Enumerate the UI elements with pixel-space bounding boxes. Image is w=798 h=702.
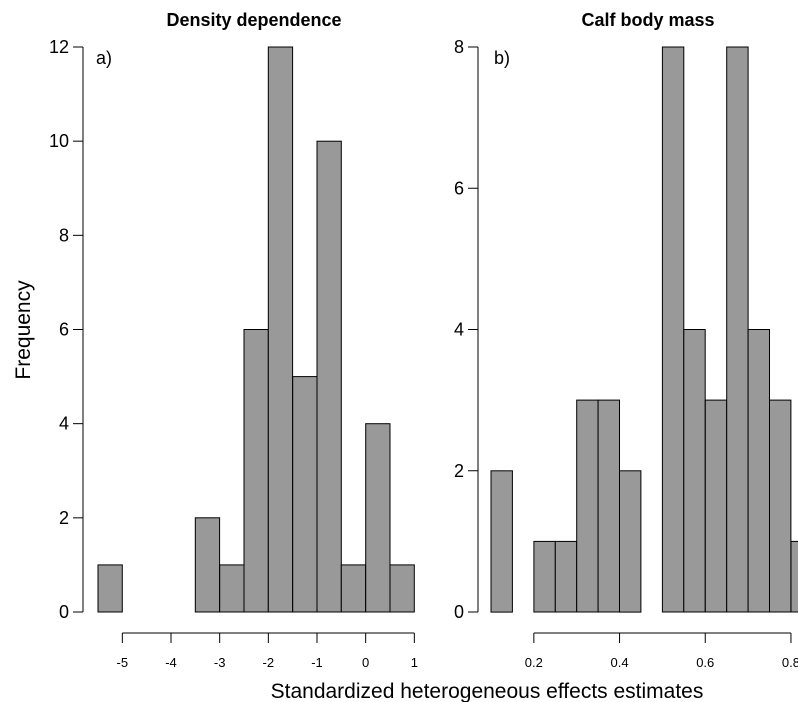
panel-b-title: Calf body mass	[581, 10, 714, 30]
panel-a-bars	[97, 46, 415, 613]
panel-b-y-tick-label: 2	[454, 461, 464, 481]
panel-a-bar-10	[340, 564, 367, 613]
panel-b-label: b)	[494, 48, 510, 68]
panel-b: Calf body mass b) 0 2 4 6 8 0.2 0.4 0.6 0.8	[454, 10, 798, 670]
panel-a-x-tick-label: 1	[411, 655, 418, 670]
x-axis-title: Standardized heterogeneous effects estim…	[271, 680, 704, 702]
panel-a-bar-8	[292, 376, 318, 613]
panel-b-bar-10	[704, 399, 728, 613]
panel-b-bar-9	[683, 329, 706, 613]
panel-b-bar-2	[533, 540, 556, 613]
panel-a-bar-11	[365, 423, 391, 613]
panel-a-label: a)	[96, 48, 112, 68]
panel-b-y-tick-label: 4	[454, 320, 464, 340]
panel-b-bar-5	[597, 399, 620, 613]
panel-b-y-tick-label: 8	[454, 37, 464, 57]
panel-b-bar-14	[790, 540, 798, 613]
y-axis-title: Frequency	[12, 280, 35, 380]
panel-a-x-tick-label: -4	[165, 655, 177, 670]
panel-b-x-tick-label: 0.2	[525, 655, 543, 670]
panel-a-bar-6	[243, 329, 269, 613]
panel-b-bars	[490, 46, 798, 613]
panel-b-y-axis: 0 2 4 6 8	[454, 37, 479, 622]
panel-a-x-tick-label: -2	[263, 655, 275, 670]
panel-a-y-tick-label: 12	[49, 37, 69, 57]
panel-a-x-tick-label: -1	[311, 655, 323, 670]
panel-a-x-tick-label: -3	[214, 655, 226, 670]
panel-a-y-tick-label: 0	[59, 602, 69, 622]
panel-b-bar-0	[490, 470, 513, 613]
panel-a-x-axis: -5 -4 -3 -2 -1 0 1	[117, 632, 418, 670]
panel-b-bar-4	[576, 399, 599, 613]
panel-a-y-tick-label: 4	[59, 414, 69, 434]
panel-b-bar-3	[554, 540, 578, 613]
panel-a-y-axis: 0 2 4 6 8 10 12	[49, 37, 84, 622]
panel-b-bar-8	[661, 46, 685, 613]
panel-b-bar-13	[769, 399, 792, 613]
panel-b-x-tick-label: 0.8	[782, 655, 798, 670]
panel-a-y-tick-label: 10	[49, 131, 69, 151]
panel-a-title: Density dependence	[166, 10, 341, 30]
panel-b-x-axis: 0.2 0.4 0.6 0.8	[525, 632, 798, 670]
panel-a-bar-4	[194, 517, 221, 613]
panel-a-bar-9	[316, 140, 342, 613]
panel-a-x-tick-label: -5	[117, 655, 129, 670]
panel-a-bar-12	[389, 564, 415, 613]
panel-b-y-tick-label: 0	[454, 602, 464, 622]
panel-a-y-tick-label: 6	[59, 320, 69, 340]
panel-b-y-tick-label: 6	[454, 178, 464, 198]
panel-a-x-tick-label: 0	[362, 655, 369, 670]
panel-b-bar-6	[619, 470, 642, 613]
panel-a-y-tick-label: 8	[59, 225, 69, 245]
panel-b-bar-11	[726, 46, 749, 613]
panel-b-bar-12	[747, 329, 770, 613]
panel-b-x-tick-label: 0.6	[696, 655, 714, 670]
panel-a-bar-7	[267, 46, 294, 613]
panel-a-y-tick-label: 2	[59, 508, 69, 528]
panel-a-bar-0	[97, 564, 123, 613]
panel-a-bar-5	[219, 564, 245, 613]
panel-b-x-tick-label: 0.4	[611, 655, 629, 670]
